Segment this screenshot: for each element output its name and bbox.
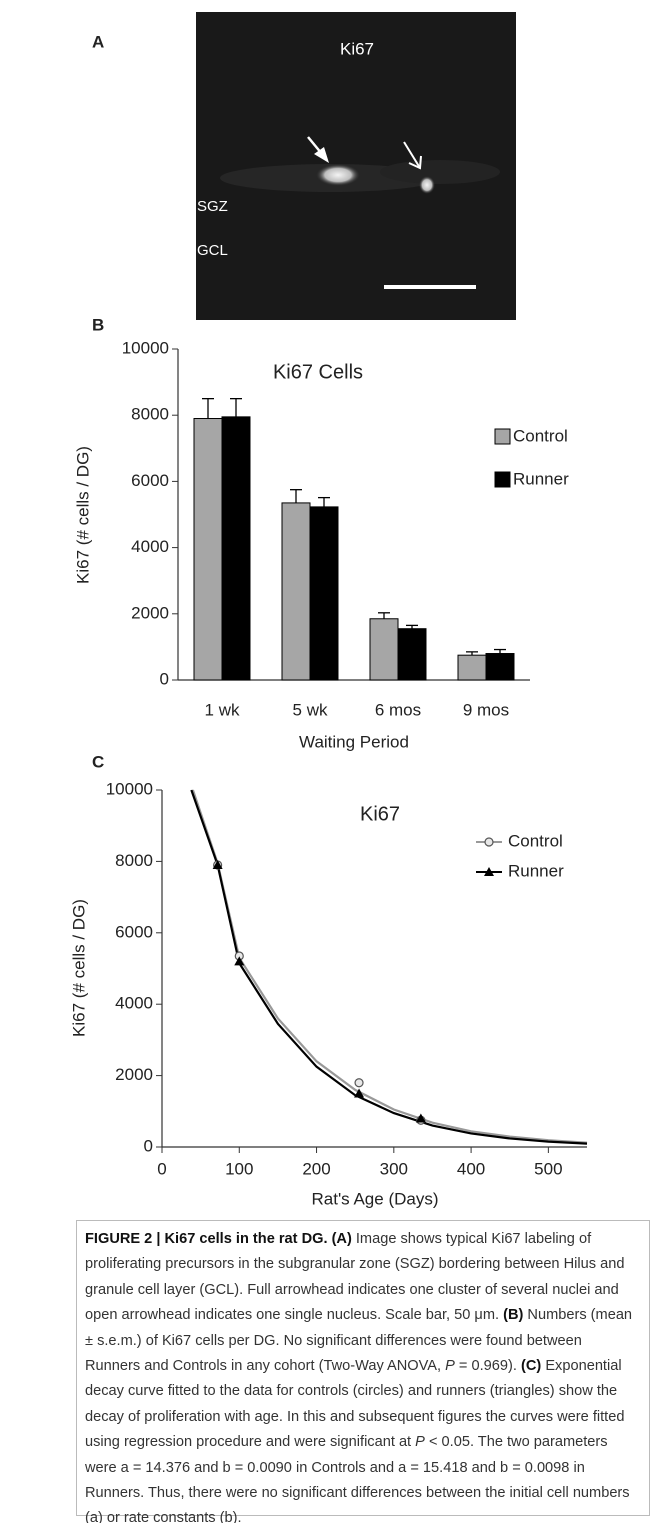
y-tick-label: 10000 [106, 779, 153, 798]
nucleus [419, 176, 435, 194]
bar [282, 503, 310, 680]
nucleus-cluster [316, 164, 360, 186]
caption-text: (C) [521, 1358, 541, 1374]
bar [370, 619, 398, 680]
chart-title: Ki67 Cells [273, 361, 363, 383]
bar [310, 507, 338, 680]
y-tick-label: 8000 [131, 405, 169, 424]
x-axis-title: Waiting Period [299, 732, 409, 751]
legend-label: Control [513, 426, 568, 445]
legend-label: Runner [508, 861, 564, 880]
y-tick-label: 6000 [115, 922, 153, 941]
cell-layer [380, 160, 500, 184]
zone-label: SGZ [197, 198, 228, 215]
legend-label: Runner [513, 469, 569, 488]
legend-swatch [495, 472, 510, 487]
x-tick-label: 400 [457, 1159, 485, 1178]
y-tick-label: 6000 [131, 471, 169, 490]
caption-text: P [415, 1434, 425, 1450]
x-tick-label: 500 [534, 1159, 562, 1178]
y-tick-label: 10000 [122, 338, 169, 357]
point [355, 1079, 363, 1087]
y-tick-label: 0 [144, 1136, 153, 1155]
bar [486, 654, 514, 680]
x-tick-label: 300 [380, 1159, 408, 1178]
y-axis-title: Ki67 (# cells / DG) [73, 446, 92, 584]
x-tick-label: 0 [157, 1159, 166, 1178]
legend-swatch [495, 429, 510, 444]
panel-a: A Ki67 SGZ GCL [92, 12, 516, 320]
y-tick-label: 4000 [115, 994, 153, 1013]
figure: A Ki67 SGZ GCL B Ki67 Cells Waiting Period… [0, 0, 658, 1523]
legend-label: Control [508, 831, 563, 850]
caption-text: (B) [503, 1307, 523, 1323]
y-tick-label: 8000 [115, 851, 153, 870]
bar [222, 417, 250, 680]
x-tick-label: 100 [225, 1159, 253, 1178]
bar [398, 629, 426, 680]
zone-label: GCL [197, 242, 228, 259]
bar [194, 419, 222, 680]
y-axis-title: Ki67 (# cells / DG) [69, 899, 88, 1037]
x-tick-label: 6 mos [375, 700, 421, 719]
x-tick-label: 200 [302, 1159, 330, 1178]
caption-text: FIGURE 2 | Ki67 cells in the rat DG. (A) [85, 1231, 352, 1247]
x-axis-title: Rat's Age (Days) [311, 1189, 438, 1208]
caption-text: = 0.969). [455, 1358, 521, 1374]
caption-text: P [445, 1358, 455, 1374]
panel-label: B [92, 315, 104, 334]
y-tick-label: 0 [160, 669, 169, 688]
y-tick-label: 4000 [131, 537, 169, 556]
x-tick-label: 9 mos [463, 700, 509, 719]
x-tick-label: 1 wk [205, 700, 240, 719]
y-tick-label: 2000 [131, 603, 169, 622]
x-tick-label: 5 wk [293, 700, 328, 719]
y-tick-label: 2000 [115, 1065, 153, 1084]
chart-title: Ki67 [360, 803, 400, 825]
panel-label: C [92, 752, 104, 771]
bar [458, 655, 486, 680]
panel-label: A [92, 32, 104, 51]
legend-marker [485, 838, 493, 846]
image-title: Ki67 [340, 39, 374, 58]
caption: FIGURE 2 | Ki67 cells in the rat DG. (A)… [76, 1220, 650, 1516]
